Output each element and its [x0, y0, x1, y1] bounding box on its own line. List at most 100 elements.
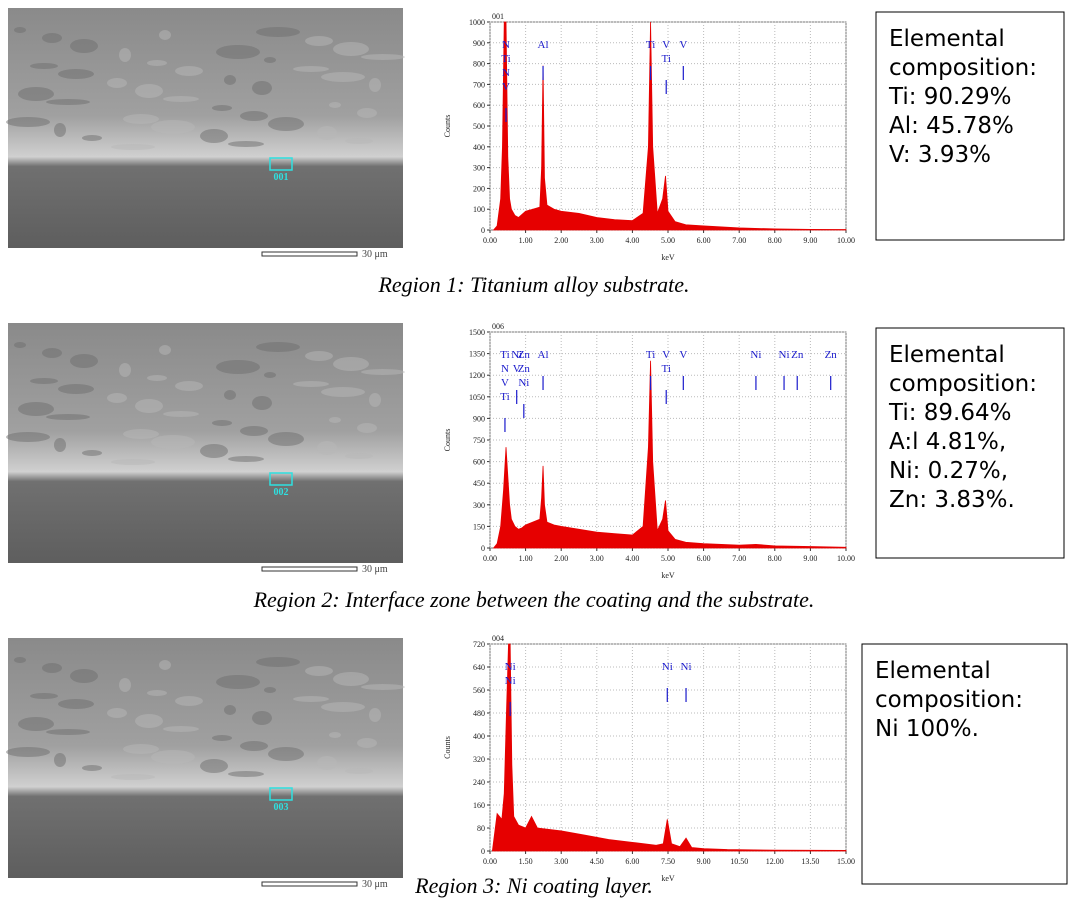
peak-label: Ti: [662, 363, 671, 375]
x-tick-label: 0.00: [483, 554, 497, 563]
sem-texture: [264, 372, 276, 378]
y-tick-label: 1500: [469, 328, 485, 337]
sem-texture: [216, 675, 260, 689]
sem-texture: [361, 54, 405, 60]
sem-texture: [329, 102, 341, 108]
sem-texture: [111, 459, 155, 465]
sem-texture: [252, 711, 272, 725]
sem-texture: [6, 117, 50, 127]
sem-texture: [46, 99, 90, 105]
x-tick-label: 0.00: [483, 236, 497, 245]
y-tick-label: 150: [473, 522, 485, 531]
y-tick-label: 750: [473, 436, 485, 445]
x-tick-label: 8.00: [768, 236, 782, 245]
y-tick-label: 480: [473, 709, 485, 718]
sem-texture: [6, 747, 50, 757]
sem-texture: [135, 714, 163, 728]
sem-texture: [224, 705, 236, 715]
peak-label: Zn: [791, 349, 804, 361]
sem-texture: [14, 657, 26, 663]
sem-texture: [151, 435, 195, 449]
sem-texture: [305, 666, 333, 676]
sem-texture: [163, 726, 199, 732]
composition-box: [875, 11, 1065, 241]
x-tick-label: 1.00: [519, 554, 533, 563]
composition-line: Ni 100%.: [875, 716, 979, 742]
sem-texture: [317, 126, 337, 140]
sem-texture: [345, 138, 373, 144]
sem-texture: [369, 78, 381, 92]
sem-texture: [107, 393, 127, 403]
sem-texture: [70, 669, 98, 683]
peak-label: Al: [538, 39, 549, 51]
sem-texture: [163, 411, 199, 417]
caption: Region 2: Interface zone between the coa…: [253, 587, 815, 612]
sem-texture: [119, 363, 131, 377]
sem-texture: [357, 423, 377, 433]
peak-label: Ti: [500, 391, 509, 403]
x-tick-label: 9.00: [803, 236, 817, 245]
peak-label: N: [502, 39, 510, 51]
peak-label: Ti: [501, 53, 510, 65]
peak-label: V: [513, 363, 521, 375]
x-tick-label: 4.00: [625, 554, 639, 563]
y-tick-label: 100: [473, 205, 485, 214]
sem-texture: [163, 96, 199, 102]
peak-label: Ti: [662, 53, 671, 65]
sem-texture: [216, 45, 260, 59]
sem-texture: [268, 747, 304, 761]
sem-texture: [361, 369, 405, 375]
y-axis-label: Counts: [443, 115, 452, 138]
sem-texture: [369, 708, 381, 722]
region-label: 002: [274, 487, 289, 498]
y-tick-label: 400: [473, 143, 485, 152]
sem-texture: [54, 753, 66, 767]
x-tick-label: 6.00: [697, 554, 711, 563]
sem-texture: [212, 735, 232, 741]
sem-texture: [329, 732, 341, 738]
sem-texture: [212, 105, 232, 111]
peak-label: Ti: [500, 349, 509, 361]
sem-texture: [151, 750, 195, 764]
sem-texture: [30, 693, 58, 699]
composition-line: Elemental: [889, 26, 1005, 52]
scale-bar: [261, 566, 358, 572]
sem-texture: [111, 144, 155, 150]
composition-line: Ti: 89.64%: [888, 400, 1012, 426]
sem-texture: [147, 60, 167, 66]
sem-texture: [107, 78, 127, 88]
composition-line: Elemental: [889, 342, 1005, 368]
sem-texture: [111, 774, 155, 780]
sem-texture: [321, 702, 365, 712]
sem-texture: [159, 30, 171, 40]
y-tick-label: 1000: [469, 18, 485, 27]
y-tick-label: 300: [473, 164, 485, 173]
y-tick-label: 1050: [469, 393, 485, 402]
sem-texture: [200, 444, 228, 458]
y-tick-label: 0: [481, 847, 485, 856]
x-tick-label: 7.00: [732, 236, 746, 245]
x-tick-label: 4.00: [625, 236, 639, 245]
x-tick-label: 1.00: [519, 236, 533, 245]
spectrum-area: [491, 643, 847, 852]
sem-texture: [240, 426, 268, 436]
sem-texture: [321, 387, 365, 397]
sem-texture: [256, 27, 300, 37]
sem-texture: [18, 402, 54, 416]
y-tick-label: 300: [473, 501, 485, 510]
composition-box: [861, 643, 1068, 885]
x-tick-label: 3.00: [590, 554, 604, 563]
caption: Region 3: Ni coating layer.: [414, 873, 653, 898]
sem-texture: [228, 771, 264, 777]
composition-line: V: 3.93%: [889, 142, 991, 168]
region-label: 003: [274, 802, 289, 813]
y-tick-label: 720: [473, 640, 485, 649]
chart-code: 006: [492, 322, 504, 331]
sem-texture: [30, 378, 58, 384]
x-tick-label: 9.00: [803, 554, 817, 563]
sem-texture: [6, 432, 50, 442]
x-tick-label: 8.00: [768, 554, 782, 563]
y-tick-label: 320: [473, 755, 485, 764]
sem-texture: [228, 456, 264, 462]
sem-texture: [119, 678, 131, 692]
